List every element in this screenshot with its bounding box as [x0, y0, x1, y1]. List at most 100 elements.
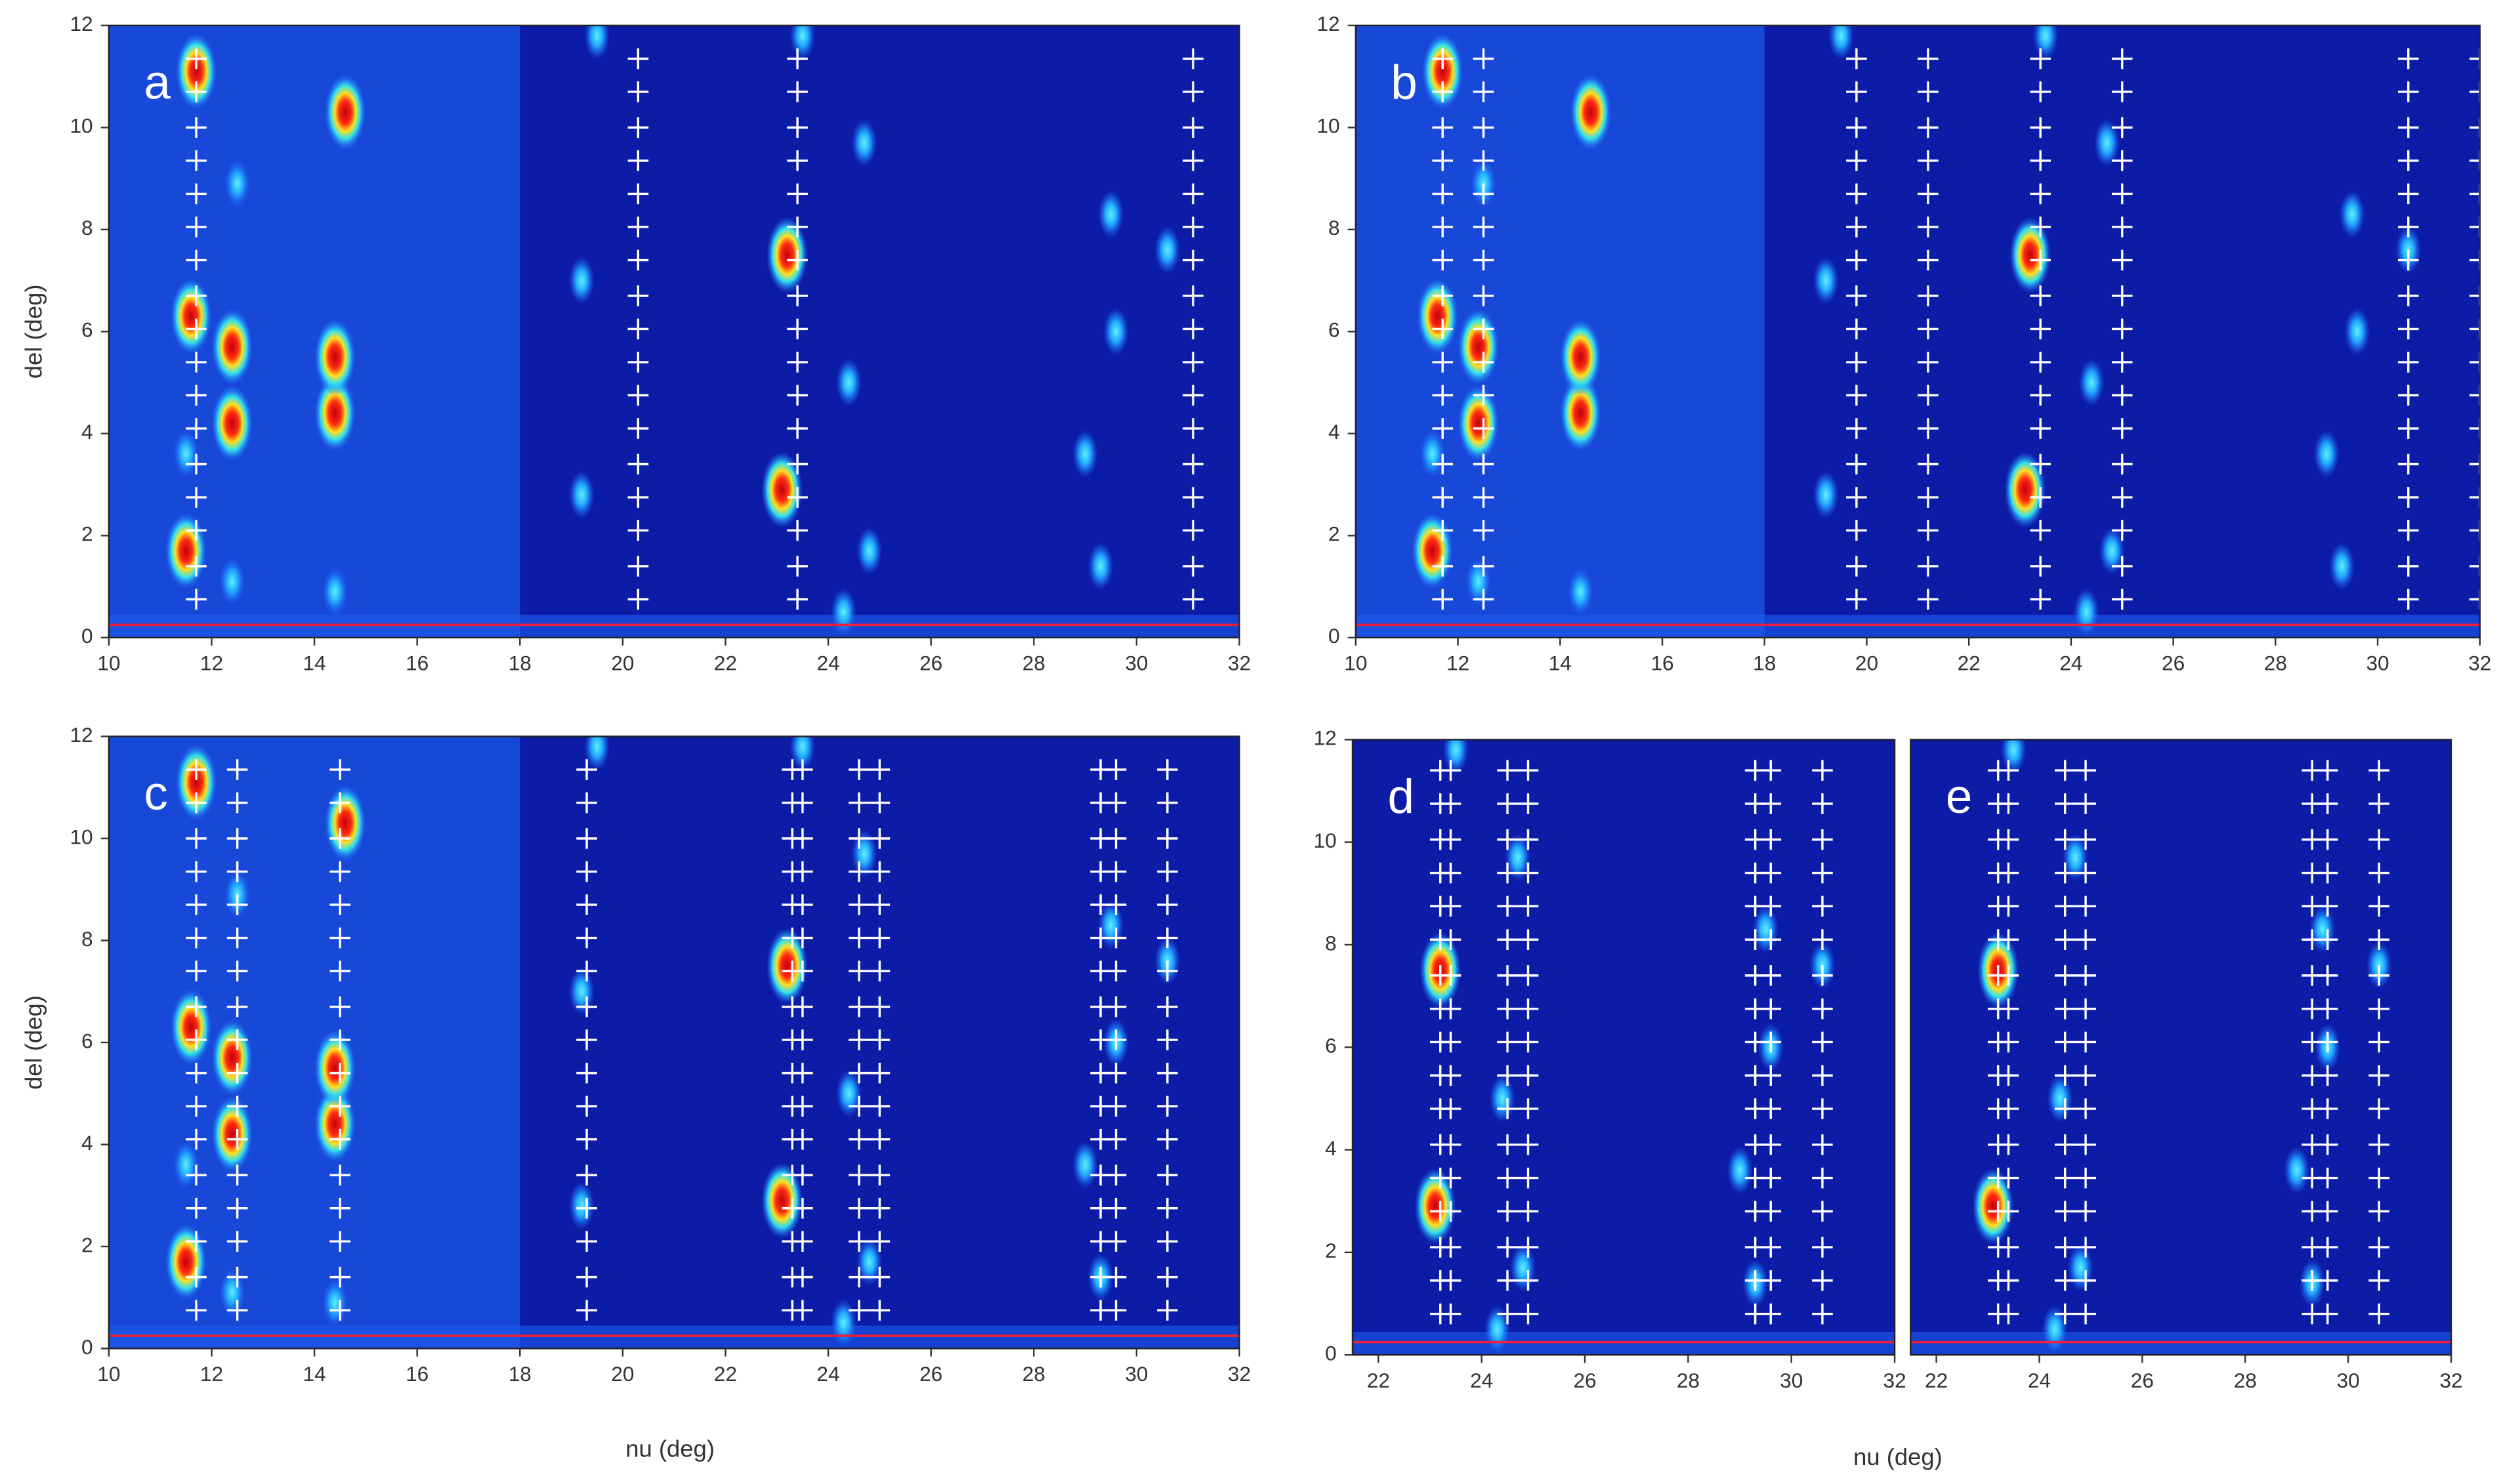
calculated-position — [2397, 285, 2419, 306]
calculated-position — [2397, 48, 2419, 70]
calculated-position — [1812, 1201, 1833, 1222]
x-tick-label: 14 — [1549, 651, 1572, 675]
calculated-position — [1846, 285, 1867, 306]
diffraction-spot — [322, 1279, 348, 1327]
calculated-position — [1473, 418, 1494, 439]
calculated-position — [1440, 1167, 1461, 1189]
calculated-position — [1517, 793, 1539, 814]
calculated-position — [2030, 318, 2051, 340]
calculated-position — [869, 1029, 891, 1050]
calculated-position — [1432, 453, 1454, 475]
diffraction-spot — [856, 1237, 883, 1286]
diffraction-spot — [2344, 307, 2370, 356]
calculated-position — [1105, 1029, 1127, 1050]
diffraction-spot — [2004, 451, 2046, 528]
calculated-position — [329, 894, 351, 915]
calculated-position — [186, 996, 207, 1018]
diffraction-spot — [2284, 1146, 2310, 1195]
calculated-position — [1812, 829, 1833, 850]
diffraction-spot — [170, 989, 212, 1065]
calculated-position — [2368, 1270, 2389, 1291]
calculated-position — [1473, 285, 1494, 306]
diffraction-spot — [2099, 527, 2125, 575]
calculated-position — [2054, 829, 2076, 850]
x-tick-label: 24 — [1470, 1369, 1493, 1392]
calculated-position — [2368, 965, 2389, 986]
diffraction-spot — [1828, 25, 1854, 60]
calculated-position — [186, 48, 207, 70]
calculated-position — [869, 1128, 891, 1150]
calculated-position — [869, 759, 891, 780]
calculated-position — [1432, 384, 1454, 406]
calculated-position — [2075, 829, 2096, 850]
plot-area — [108, 736, 1240, 1349]
calculated-position — [329, 1128, 351, 1150]
calculated-position — [1918, 318, 1939, 340]
calculated-position — [869, 828, 891, 849]
y-tick-label: 0 — [81, 1335, 93, 1359]
calculated-position — [2075, 965, 2096, 986]
calculated-position — [849, 960, 870, 981]
calculated-position — [1183, 183, 1204, 205]
calculated-position — [226, 759, 248, 780]
calculated-position — [627, 216, 649, 237]
calculated-position — [2030, 183, 2051, 205]
calculated-position — [1998, 829, 2019, 850]
plot-area — [1910, 739, 2452, 1355]
diffraction-spot — [2313, 430, 2340, 478]
calculated-position — [1105, 1096, 1127, 1117]
calculated-position — [226, 1231, 248, 1252]
y-tick-label: 0 — [1325, 1342, 1337, 1365]
y-tick-label: 8 — [1325, 931, 1337, 955]
calculated-position — [329, 960, 351, 981]
calculated-position — [1183, 81, 1204, 102]
calculated-position — [576, 894, 597, 915]
calculated-position — [1157, 759, 1178, 780]
calculated-position — [186, 1128, 207, 1150]
calculated-position — [2317, 829, 2338, 850]
diffraction-spot — [831, 1299, 857, 1348]
calculated-position — [1157, 927, 1178, 949]
calculated-position — [1998, 1065, 2019, 1086]
calculated-position — [2368, 1167, 2389, 1189]
calculated-position — [1760, 862, 1782, 884]
x-tick-label: 16 — [1650, 651, 1673, 675]
calculated-position — [849, 1029, 870, 1050]
calculated-position — [186, 520, 207, 541]
calculated-position — [2111, 183, 2133, 205]
calculated-position — [1497, 760, 1518, 781]
calculated-position — [2397, 81, 2419, 102]
calculated-position — [2030, 48, 2051, 70]
x-tick-label: 28 — [2234, 1369, 2257, 1392]
diffraction-spot — [2009, 216, 2051, 294]
calculated-position — [1812, 1270, 1833, 1291]
calculated-position — [1105, 1165, 1127, 1185]
diffraction-spot — [211, 385, 253, 462]
diffraction-spot — [1072, 1141, 1099, 1189]
calculated-position — [1473, 318, 1494, 340]
diffraction-spot — [831, 588, 857, 636]
y-tick-label: 6 — [1325, 1034, 1337, 1058]
calculated-position — [1517, 1201, 1539, 1222]
calculated-position — [1812, 793, 1833, 814]
diffraction-spot — [1727, 1146, 1753, 1195]
calculated-position — [1105, 792, 1127, 814]
x-tick-label: 30 — [1125, 651, 1148, 675]
calculated-position — [186, 792, 207, 814]
calculated-position — [1105, 894, 1127, 915]
calculated-position — [1183, 48, 1204, 70]
calculated-position — [1497, 1270, 1518, 1291]
calculated-position — [1473, 117, 1494, 138]
calculated-position — [1846, 520, 1867, 541]
calculated-position — [1497, 862, 1518, 884]
calculated-position — [2030, 487, 2051, 508]
diffraction-spot — [2339, 190, 2365, 238]
diffraction-spot — [2042, 1305, 2068, 1353]
calculated-position — [2111, 150, 2133, 171]
calculated-position — [1157, 960, 1178, 981]
calculated-position — [186, 150, 207, 171]
calculated-position — [186, 453, 207, 475]
diffraction-spot — [1087, 542, 1114, 590]
diffraction-spot — [568, 1182, 595, 1230]
